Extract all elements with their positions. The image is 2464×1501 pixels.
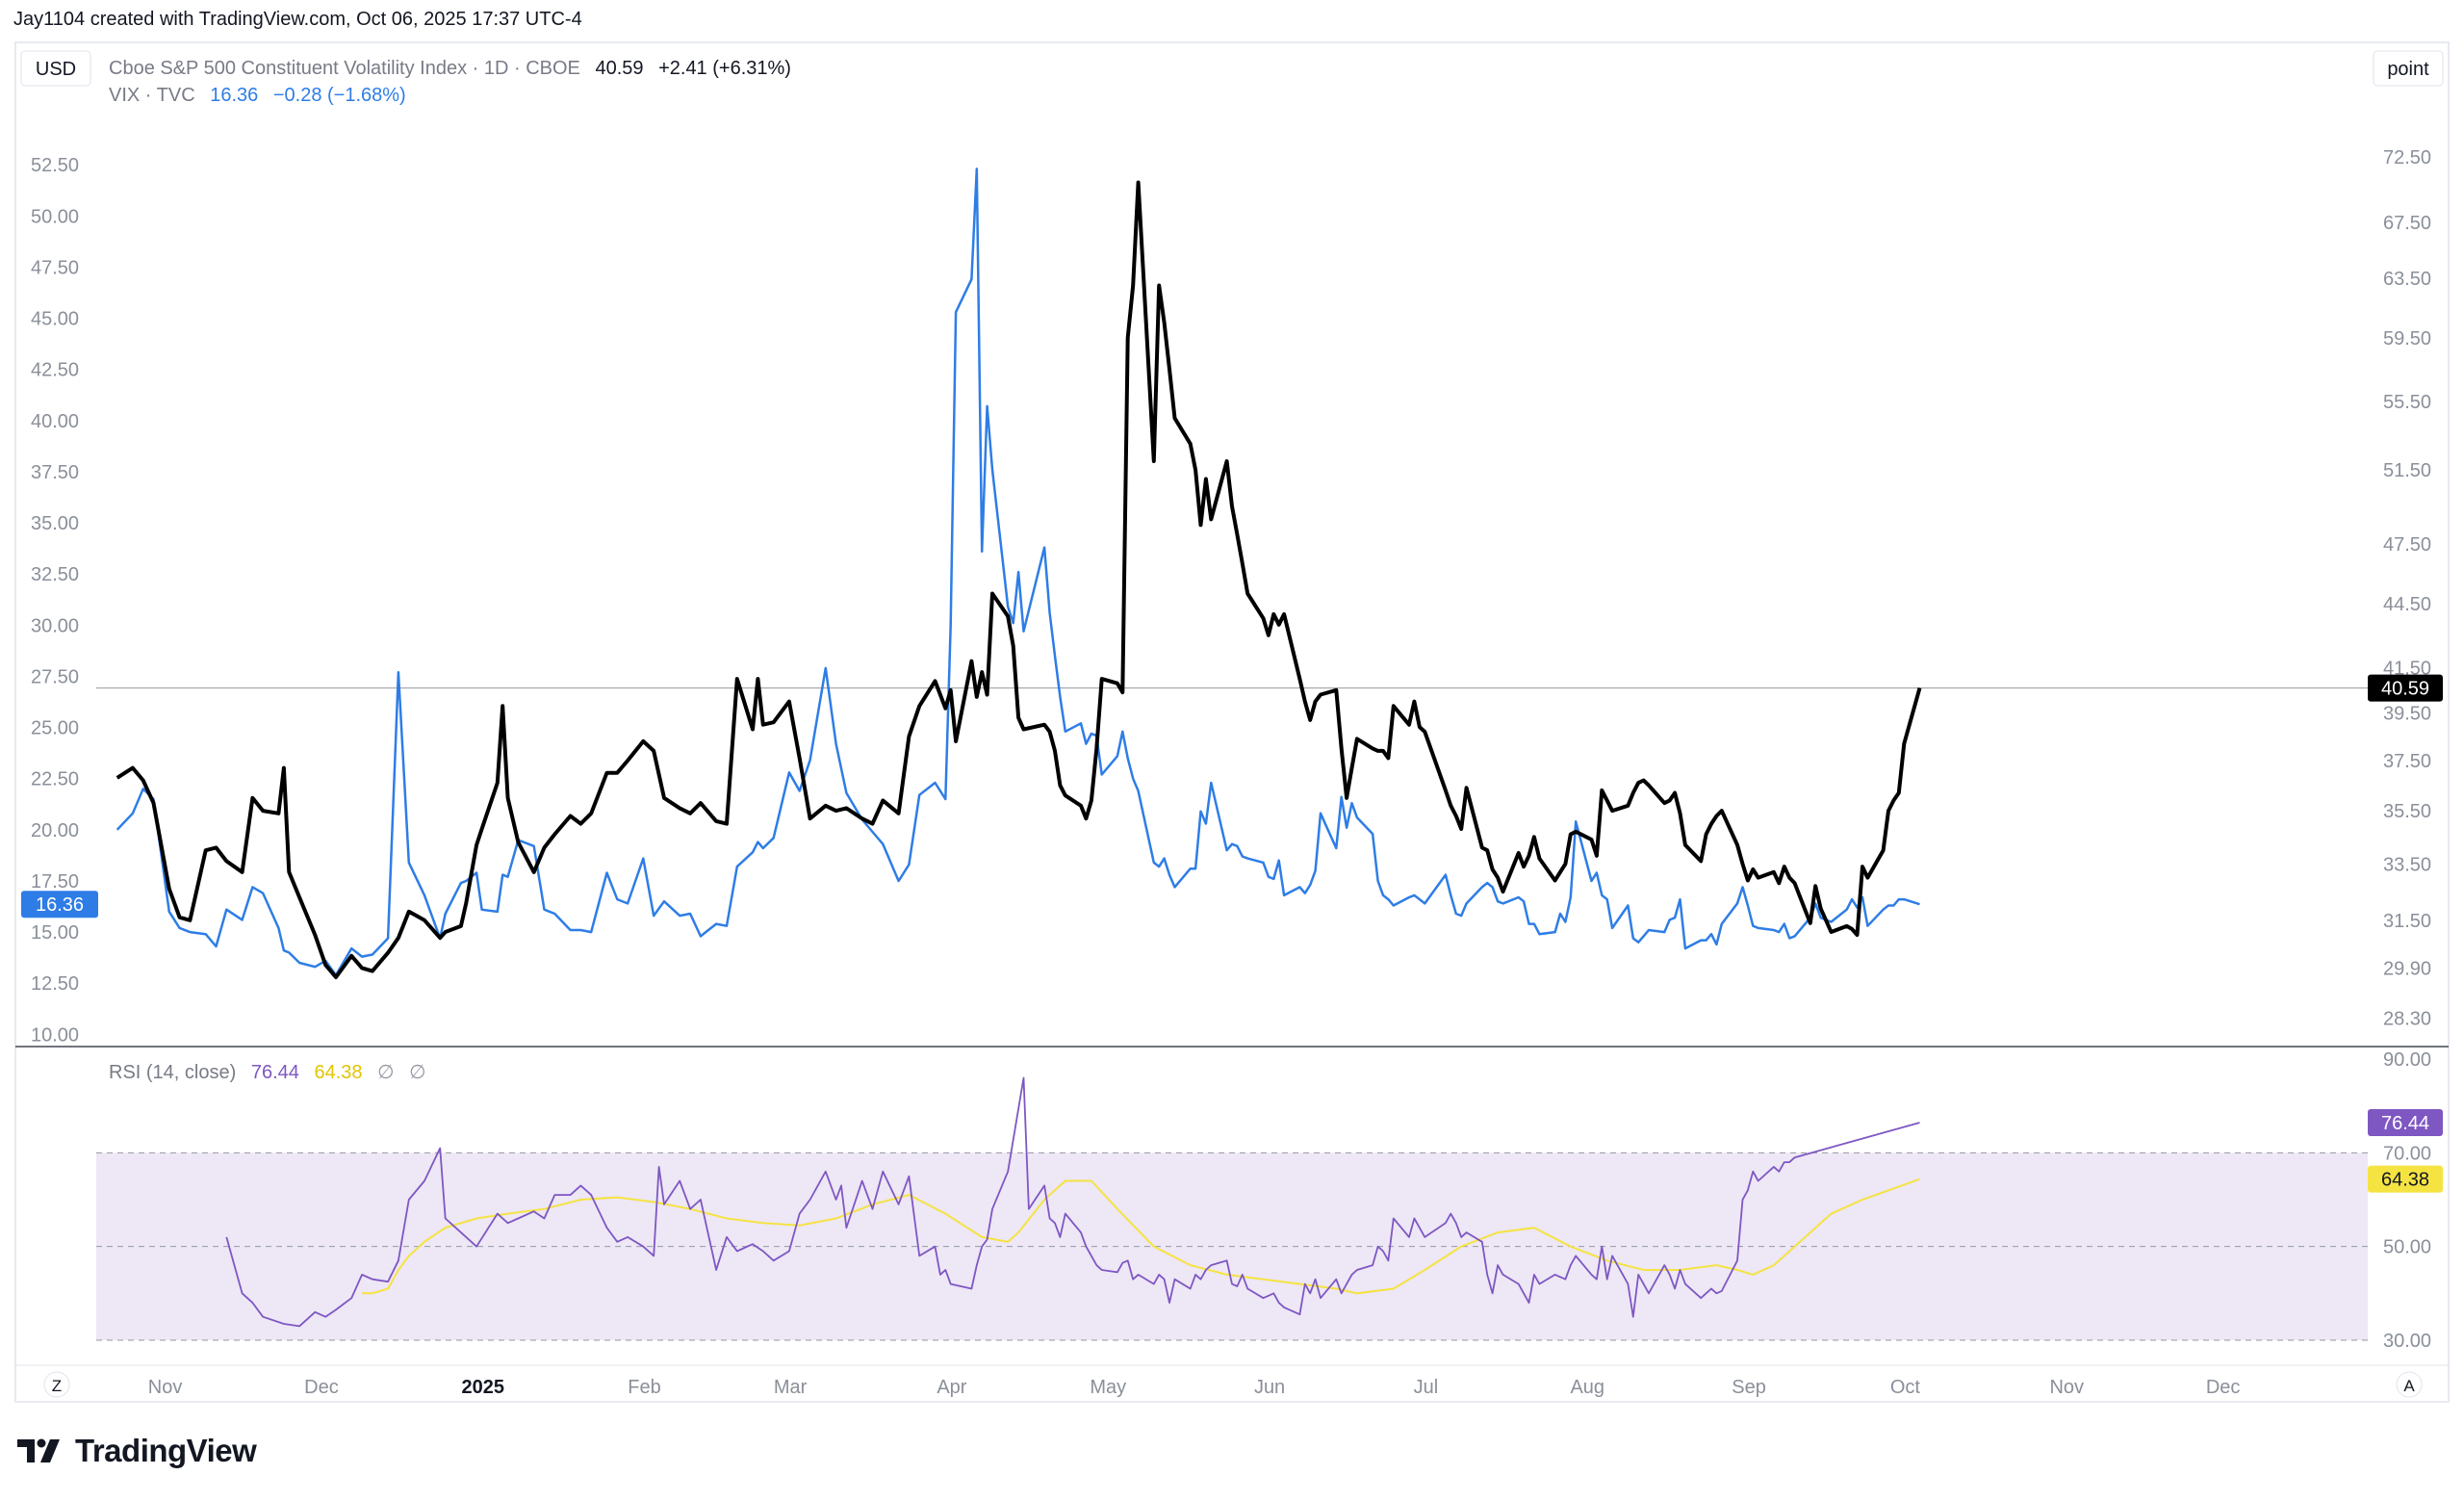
rsi-legend-ma-value: 64.38 [314, 1062, 362, 1083]
right-axis-tick: 39.50 [2383, 704, 2431, 725]
legend-compare-last: 16.36 [210, 85, 258, 106]
right-axis-tick: 44.50 [2383, 594, 2431, 615]
left-axis-tick: 32.50 [31, 564, 79, 585]
rsi-axis-tick: 50.00 [2383, 1237, 2431, 1258]
left-axis-tick: 22.50 [31, 769, 79, 790]
left-axis-tick: 27.50 [31, 666, 79, 687]
scale-button[interactable]: point [2373, 50, 2444, 87]
rsi-legend-extra-2: ∅ [409, 1062, 425, 1083]
time-axis-tick: Apr [937, 1377, 966, 1398]
time-axis-tick: Dec [304, 1377, 339, 1398]
right-axis-tick: 29.90 [2383, 958, 2431, 979]
rsi-line [225, 1076, 1920, 1328]
rsi-series-layer [225, 1076, 1920, 1328]
right-axis-tick: 28.30 [2383, 1009, 2431, 1030]
vix-series-line [116, 168, 1920, 976]
rsi-axis-tick: 30.00 [2383, 1331, 2431, 1352]
rsi-axis-tick: 90.00 [2383, 1049, 2431, 1071]
legend-compare-symbol: VIX · TVC [109, 85, 195, 106]
credit-text: Jay1104 created with TradingView.com, Oc… [13, 9, 582, 30]
left-axis-tick: 45.00 [31, 309, 79, 330]
left-axis-tick: 10.00 [31, 1024, 79, 1046]
right-axis-tick: 37.50 [2383, 751, 2431, 772]
right-axis-tick: 33.50 [2383, 854, 2431, 875]
time-axis-tick: 2025 [461, 1377, 504, 1398]
rsi-ma-last-label: 64.38 [2381, 1170, 2429, 1191]
time-axis-tick: Nov [2049, 1377, 2084, 1398]
rsi-last-badge: 76.44 [2368, 1108, 2443, 1136]
rsi-legend-label: RSI (14, close) [109, 1062, 236, 1083]
currency-button[interactable]: USD [20, 50, 91, 87]
vix-last-badge: 16.36 [21, 891, 98, 919]
left-axis-tick: 47.50 [31, 257, 79, 278]
brand-name: TradingView [75, 1433, 257, 1468]
time-axis-tick: Nov [148, 1377, 183, 1398]
rsi-level-lines [96, 1152, 2368, 1341]
legend-main-last: 40.59 [595, 58, 643, 79]
currency-button-label: USD [36, 59, 76, 80]
right-axis-tick: 55.50 [2383, 392, 2431, 413]
tradingview-logo-icon [17, 1438, 60, 1462]
left-axis-tick: 40.00 [31, 411, 79, 432]
rsi-last-label: 76.44 [2381, 1113, 2429, 1134]
right-price-axis: 72.50 67.50 63.50 59.50 55.50 51.50 47.50 44.50… [2383, 147, 2431, 1030]
vix-last-label: 16.36 [36, 894, 84, 916]
right-axis-tick: 41.50 [2383, 659, 2431, 680]
time-axis-tick: Aug [1570, 1377, 1604, 1398]
price-series-layer [116, 168, 1922, 979]
left-axis-tick: 30.00 [31, 615, 79, 636]
right-axis-tick: 67.50 [2383, 213, 2431, 234]
rsi-ma-last-badge: 64.38 [2368, 1165, 2443, 1193]
right-axis-tick: 59.50 [2383, 328, 2431, 349]
left-axis-tick: 17.50 [31, 871, 79, 893]
time-axis-tick: Mar [774, 1377, 808, 1398]
legend-compare[interactable]: VIX · TVC 16.36 −0.28 (−1.68%) [109, 85, 406, 106]
left-axis-tick: 15.00 [31, 922, 79, 944]
left-axis-tick: 42.50 [31, 360, 79, 381]
time-axis-tick: May [1090, 1377, 1126, 1398]
left-price-axis: 52.50 50.00 47.50 45.00 42.50 40.00 37.50 35.00… [31, 155, 79, 1046]
right-axis-tick: 47.50 [2383, 534, 2431, 556]
right-axis-tick: 51.50 [2383, 460, 2431, 481]
right-axis-tick: 72.50 [2383, 147, 2431, 168]
time-axis: Nov Dec 2025 Feb Mar Apr May Jun Jul Aug Sep Oct Nov… [148, 1377, 2241, 1398]
zoom-left-button[interactable]: Z [43, 1371, 70, 1398]
legend-main[interactable]: Cboe S&P 500 Constituent Volatility Inde… [109, 58, 791, 79]
main-last-label: 40.59 [2381, 679, 2429, 700]
time-axis-tick: Feb [628, 1377, 660, 1398]
rsi-legend-value: 76.44 [251, 1062, 299, 1083]
legend-main-change: +2.41 (+6.31%) [658, 58, 791, 79]
time-axis-tick: Jun [1254, 1377, 1285, 1398]
brand-logo[interactable]: TradingView [17, 1433, 257, 1469]
left-axis-tick: 35.00 [31, 513, 79, 534]
time-axis-tick: Oct [1890, 1377, 1921, 1398]
rsi-axis: 90.00 70.00 50.00 30.00 [2383, 1049, 2431, 1352]
chart-frame [14, 41, 2450, 1403]
time-axis-tick: Sep [1732, 1377, 1766, 1398]
legend-compare-change: −0.28 (−1.68%) [273, 85, 406, 106]
rsi-legend[interactable]: RSI (14, close) 76.44 64.38 ∅ ∅ [109, 1062, 425, 1083]
main-series-line [116, 180, 1922, 979]
left-axis-tick: 37.50 [31, 462, 79, 483]
time-axis-tick: Jul [1414, 1377, 1439, 1398]
left-axis-tick: 12.50 [31, 973, 79, 995]
left-axis-tick: 52.50 [31, 155, 79, 176]
left-axis-tick: 25.00 [31, 718, 79, 739]
rsi-axis-tick: 70.00 [2383, 1143, 2431, 1164]
rsi-ma-line [362, 1178, 1920, 1295]
legend-main-symbol: Cboe S&P 500 Constituent Volatility Inde… [109, 58, 580, 79]
main-last-badge: 40.59 [2368, 674, 2443, 702]
rsi-legend-extra-1: ∅ [377, 1062, 394, 1083]
right-axis-tick: 31.50 [2383, 911, 2431, 932]
auto-scale-label: A [2403, 1377, 2415, 1395]
right-axis-tick: 63.50 [2383, 269, 2431, 290]
right-axis-tick: 35.50 [2383, 801, 2431, 822]
left-axis-tick: 20.00 [31, 820, 79, 841]
zoom-left-label: Z [52, 1377, 62, 1395]
auto-scale-button[interactable]: A [2396, 1371, 2423, 1398]
time-axis-tick: Dec [2206, 1377, 2241, 1398]
left-axis-tick: 50.00 [31, 206, 79, 227]
scale-button-label: point [2387, 59, 2429, 80]
